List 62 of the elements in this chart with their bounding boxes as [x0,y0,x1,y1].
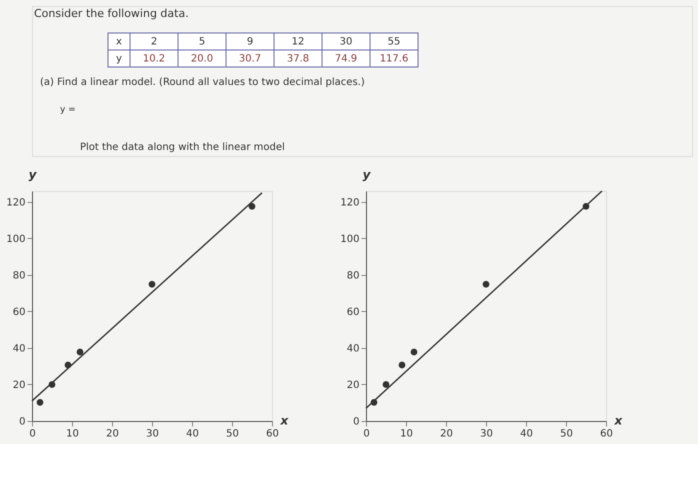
point [48,381,56,388]
text: 37.8 [286,54,310,64]
x-tick-label: 60 [266,428,279,440]
y-tick-label: 20 [12,380,26,391]
y-tick-label: 40 [346,343,360,354]
y-tick-label: 0 [353,416,360,428]
x-tick-label: 40 [186,428,199,440]
y-tick-label: 0 [19,416,26,428]
category-label: 9 [246,36,254,48]
x-tick-label: 50 [226,428,239,440]
y-tick-label: 20 [346,380,360,391]
point [148,280,156,288]
point [76,348,84,356]
text: Plot the data along with the linear model [80,142,285,153]
x-tick-label: 60 [600,428,613,440]
text: 10.2 [142,54,166,64]
x-tick-label: 10 [66,428,79,440]
y-axis-title: y [28,168,38,182]
y-axis-title: y [362,168,372,182]
point [410,348,418,356]
y-tick-label: 120 [340,197,360,208]
text: 74.9 [334,54,358,64]
point [382,381,390,388]
text: 117.6 [380,54,408,64]
x-tick-label: 20 [440,428,453,440]
point [248,202,256,210]
y-tick-label: 80 [12,270,26,282]
text: (a) Find a linear model. (Round all values to two decimal places.) [40,77,365,88]
x-tick-label: 30 [146,428,159,440]
text: y = [60,105,76,115]
y-tick-label: 120 [6,197,26,208]
x-axis-title: x [280,414,290,428]
x-tick-label: 50 [560,428,573,440]
text: x [116,36,122,48]
y-tick-label: 80 [346,270,360,282]
y-tick-label: 60 [12,306,26,318]
category-label: 12 [292,36,304,48]
point [36,399,44,406]
text: 30.7 [238,54,262,64]
point [370,399,378,406]
x-axis-title: x [614,414,624,428]
y-tick-label: 100 [340,234,360,245]
text: 20.0 [190,54,214,64]
x-tick-label: 40 [520,428,533,440]
point [398,362,406,368]
point [582,202,590,210]
y-tick-label: 40 [12,343,26,354]
category-label: 30 [340,36,352,48]
y-tick-label: 60 [346,306,360,318]
category-label: 2 [150,36,158,48]
x-tick-label: 10 [400,428,413,440]
point [64,362,72,368]
x-tick-label: 30 [480,428,493,440]
x-tick-label: 20 [106,428,119,440]
category-label: 55 [388,36,400,48]
category-label: 5 [198,36,206,48]
x-tick-label: 0 [29,428,36,440]
text: Consider the following data. [34,7,189,20]
x-tick-label: 0 [363,428,370,440]
text: y [116,54,122,64]
point [482,280,490,288]
y-tick-label: 100 [6,234,26,245]
